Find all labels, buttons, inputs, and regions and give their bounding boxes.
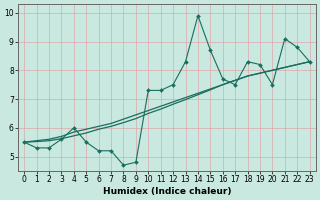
X-axis label: Humidex (Indice chaleur): Humidex (Indice chaleur): [103, 187, 231, 196]
